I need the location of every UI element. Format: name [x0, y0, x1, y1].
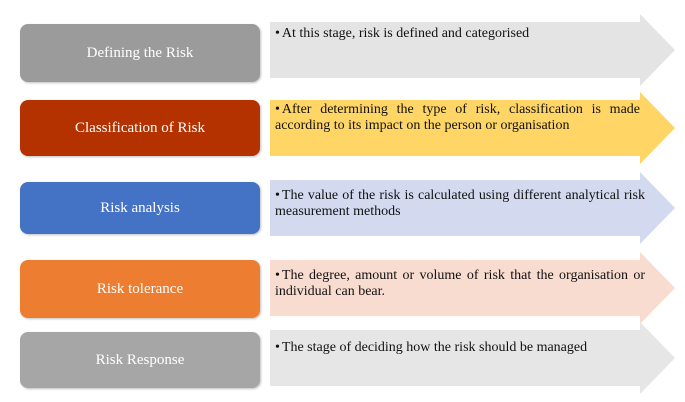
stage-label-box: Risk analysis	[20, 182, 260, 234]
stage-description: • At this stage, risk is defined and cate…	[275, 26, 635, 42]
stage-arrow	[270, 14, 675, 86]
stage-description-text: After determining the type of risk, clas…	[275, 102, 640, 133]
arrow-shape	[270, 14, 675, 86]
stage-description-text: The stage of deciding how the risk shoul…	[281, 340, 588, 355]
stage-arrow	[270, 92, 675, 164]
stage-arrow	[270, 322, 675, 394]
stage-description: • The degree, amount or volume of risk th…	[275, 268, 645, 300]
stage-label-box: Classification of Risk	[20, 100, 260, 156]
stage-label: Risk tolerance	[96, 280, 184, 297]
bullet: •	[275, 188, 280, 203]
arrow-shape	[270, 92, 675, 164]
stage-arrow	[270, 252, 675, 324]
stage-label: Risk Response	[95, 351, 185, 368]
bullet: •	[275, 102, 280, 117]
stage-description-text: At this stage, risk is defined and categ…	[281, 26, 530, 41]
arrow-shape	[270, 252, 675, 324]
stage-label: Risk analysis	[100, 199, 180, 216]
stage-label: Defining the Risk	[86, 44, 194, 61]
bullet: •	[275, 26, 280, 41]
arrow-shape	[270, 172, 675, 244]
stage-description-text: The value of the risk is calculated usin…	[275, 188, 645, 219]
stage-label-box: Risk tolerance	[20, 260, 260, 318]
bullet: •	[275, 268, 280, 283]
arrow-shape	[270, 322, 675, 394]
stage-label-box: Defining the Risk	[20, 24, 260, 82]
stage-description: • The stage of deciding how the risk shou…	[275, 340, 645, 356]
stage-arrow	[270, 172, 675, 244]
stage-description-text: The degree, amount or volume of risk tha…	[275, 268, 645, 299]
stage-label-box: Risk Response	[20, 332, 260, 388]
stage-description: • After determining the type of risk, cla…	[275, 102, 640, 134]
stage-description: • The value of the risk is calculated usi…	[275, 188, 645, 220]
stage-label: Classification of Risk	[75, 119, 205, 136]
bullet: •	[275, 340, 280, 355]
